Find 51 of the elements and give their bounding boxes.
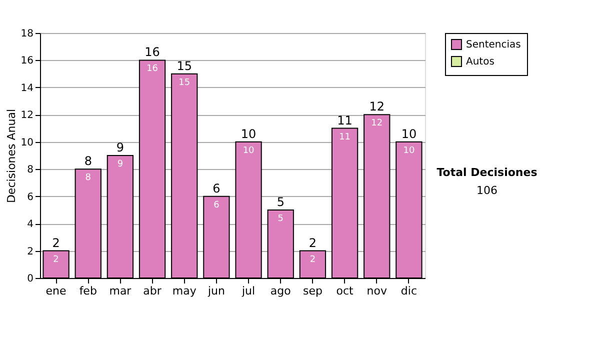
legend-label: Sentencias (466, 40, 521, 50)
data-label: 15 (178, 78, 190, 88)
total-label: 9 (116, 140, 124, 154)
x-tick-label: jun (206, 284, 225, 298)
total-label: 5 (276, 194, 284, 209)
data-label: 5 (278, 214, 284, 224)
total-label: 11 (337, 113, 352, 128)
total-label: 6 (212, 181, 220, 196)
x-tick-label: dic (400, 284, 418, 298)
data-label: 10 (403, 146, 415, 156)
text: Total Decisiones (436, 166, 538, 179)
x-tick-label: nov (366, 284, 388, 298)
x-tick-label: ene (46, 284, 67, 298)
y-tick-label: 8 (27, 164, 34, 176)
y-tick-label: 6 (27, 192, 34, 203)
total-label: 8 (84, 154, 92, 168)
data-label: 11 (339, 132, 351, 142)
total-label: 2 (308, 236, 317, 250)
total-label: 15 (176, 58, 192, 73)
data-label: 10 (242, 146, 255, 156)
y-tick-label: 4 (27, 219, 34, 230)
data-label: 6 (214, 200, 220, 210)
x-tick-label: jul (240, 284, 256, 298)
x-tick-label: may (172, 284, 197, 298)
y-tick-label: 10 (20, 137, 34, 148)
y-tick-label: 16 (20, 56, 34, 67)
data-label: 8 (85, 173, 92, 184)
data-label: 16 (146, 64, 158, 74)
text: 106 (476, 184, 498, 197)
y-tick-label: 2 (27, 246, 34, 258)
y-tick-label: 18 (20, 28, 34, 40)
data-label: 2 (53, 254, 59, 265)
y-axis-title: Decisiones Anual (4, 108, 18, 204)
total-label: 16 (144, 45, 160, 60)
y-tick-label: 14 (20, 82, 34, 94)
total-label: 10 (401, 126, 417, 141)
total-label: 2 (52, 236, 60, 250)
x-tick-label: sep (302, 284, 322, 298)
data-label: 9 (117, 160, 124, 170)
data-label: 2 (310, 254, 316, 265)
y-tick-label: 0 (27, 274, 34, 284)
data-label: 12 (371, 118, 383, 129)
x-tick-label: ago (270, 284, 292, 298)
total-label: 12 (369, 100, 385, 114)
y-tick-label: 12 (20, 110, 34, 122)
x-tick-label: abr (143, 284, 162, 298)
total-label: 10 (240, 126, 256, 141)
x-tick-label: feb (79, 284, 97, 298)
x-tick-label: mar (109, 284, 132, 298)
x-tick-label: oct (336, 284, 354, 298)
legend-label: Autos (466, 56, 494, 68)
